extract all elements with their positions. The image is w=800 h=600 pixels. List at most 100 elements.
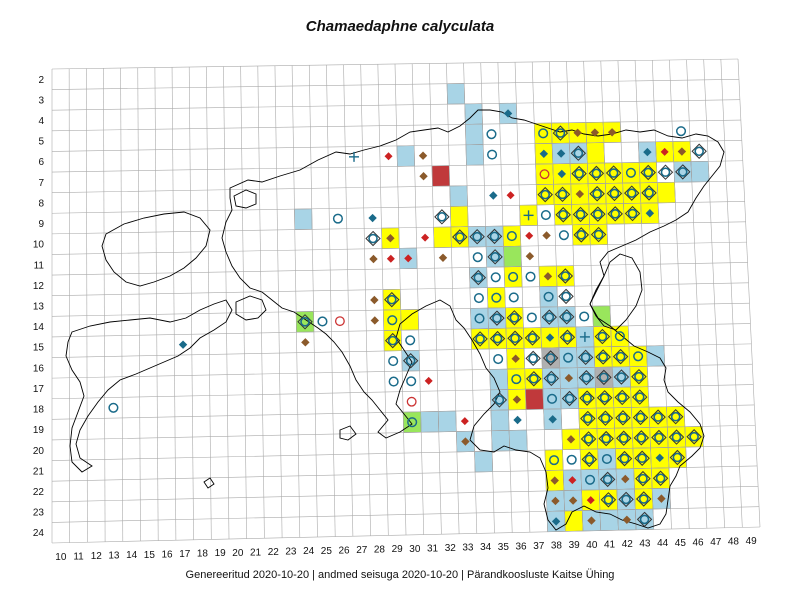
grid-line <box>51 424 756 441</box>
blue-ring-marker <box>473 292 484 304</box>
blue-ring-marker <box>625 167 636 178</box>
record-marker <box>652 470 669 486</box>
record-marker <box>631 368 647 385</box>
combo-diamond-outline <box>486 228 503 245</box>
grid-line <box>669 59 690 529</box>
grid-line <box>188 66 194 540</box>
combo-ring-marker <box>598 352 608 362</box>
record-marker <box>404 254 413 263</box>
combo-ring-marker <box>677 167 688 177</box>
combo-diamond-outline <box>434 209 450 225</box>
grid-cell-blue <box>470 307 489 330</box>
record-marker <box>421 233 430 242</box>
grid-line <box>51 99 740 111</box>
combo-diamond-outline <box>557 268 574 284</box>
brown-diamond-marker <box>386 234 395 243</box>
column-label: 14 <box>126 550 138 561</box>
record-marker <box>561 390 578 407</box>
combo-ring-marker <box>386 294 397 305</box>
record-marker <box>487 149 498 160</box>
combo-ring-marker <box>558 209 569 220</box>
blue-ring-marker <box>472 252 483 263</box>
grid-cell-blue <box>420 411 440 433</box>
grid-cell-blue <box>490 409 510 432</box>
combo-diamond-outline <box>650 409 666 425</box>
record-marker <box>563 352 574 363</box>
grid-line <box>549 61 566 532</box>
brown-diamond-marker <box>575 189 585 199</box>
record-marker <box>370 316 380 325</box>
combo-diamond-outline <box>573 227 589 243</box>
combo-diamond-outline <box>581 451 598 468</box>
record-marker <box>667 409 684 425</box>
combo-diamond-outline <box>632 409 649 426</box>
record-marker <box>557 169 567 179</box>
blue-diamond-marker <box>503 109 513 118</box>
brown-diamond-marker <box>370 295 379 305</box>
column-label: 40 <box>586 540 598 551</box>
record-marker <box>636 491 652 507</box>
grid-line <box>634 60 655 530</box>
grid-cell-yellow <box>433 226 452 248</box>
combo-diamond-outline <box>667 409 684 425</box>
combo-ring-marker <box>545 353 556 363</box>
column-label: 44 <box>657 538 669 549</box>
record-marker <box>632 409 649 426</box>
combo-ring-marker <box>600 413 611 423</box>
brown-diamond-marker <box>461 437 470 446</box>
row-label: 18 <box>33 405 45 416</box>
brown-diamond-marker <box>511 354 520 363</box>
row-label: 23 <box>33 508 45 519</box>
grid-cell-yellow <box>621 162 641 184</box>
kihnu-coast <box>339 425 357 441</box>
combo-diamond-outline <box>543 370 560 387</box>
combo-ring-marker <box>643 167 654 178</box>
record-marker <box>406 376 417 387</box>
column-label: 33 <box>462 543 474 554</box>
combo-diamond-outline <box>297 314 313 330</box>
combo-ring-marker <box>580 352 591 363</box>
column-label: 36 <box>515 541 527 552</box>
combo-ring-marker <box>593 229 604 240</box>
combo-ring-marker <box>581 372 592 383</box>
grid-line <box>343 64 354 537</box>
brown-diamond-marker <box>590 128 600 137</box>
record-marker <box>507 330 523 346</box>
combo-ring-marker <box>593 209 603 219</box>
record-marker <box>669 449 686 466</box>
record-marker <box>598 430 614 447</box>
blue-diamond-marker <box>513 415 522 425</box>
combo-ring-marker <box>626 188 637 198</box>
record-marker <box>542 350 559 366</box>
grid-line <box>206 66 212 540</box>
record-marker <box>595 349 611 365</box>
brown-diamond-marker <box>677 147 687 156</box>
record-marker <box>640 164 656 181</box>
record-marker <box>573 227 589 243</box>
record-marker <box>438 253 448 262</box>
record-marker <box>550 476 559 485</box>
combo-ring-marker <box>599 392 610 403</box>
record-marker <box>537 186 553 203</box>
row-label: 8 <box>38 198 44 209</box>
record-marker <box>624 185 640 201</box>
column-label: 47 <box>710 537 722 548</box>
blue-ring-marker <box>563 352 574 363</box>
brown-diamond-marker <box>568 496 578 505</box>
record-marker <box>542 231 551 240</box>
combo-diamond-outline <box>589 186 605 202</box>
brown-diamond-marker <box>551 496 560 506</box>
blue-ring-marker <box>614 331 625 342</box>
row-label: 24 <box>33 528 45 539</box>
combo-ring-marker <box>555 128 566 138</box>
combo-ring-marker <box>634 371 644 382</box>
blue-ring-marker <box>332 213 343 224</box>
blue-ring-marker <box>317 316 328 327</box>
record-marker <box>388 356 399 367</box>
combo-ring-marker <box>473 272 484 283</box>
blue-ring-marker <box>487 149 498 160</box>
combo-diamond-outline <box>561 390 578 407</box>
grid-line <box>51 404 755 420</box>
combo-diamond-outline <box>570 145 587 161</box>
